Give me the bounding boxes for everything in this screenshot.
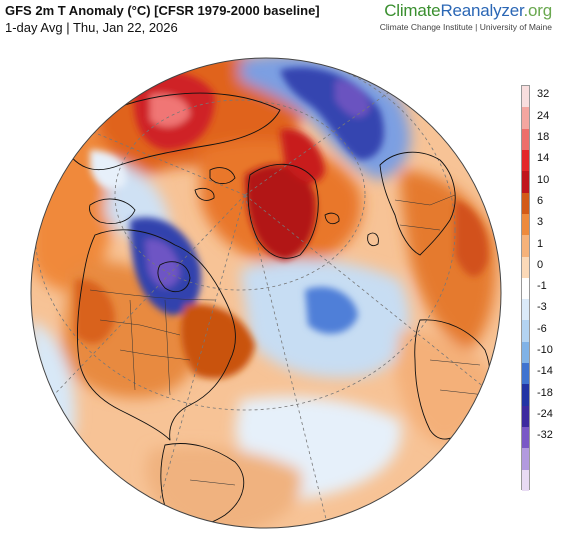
colorbar-segment — [522, 341, 529, 364]
colorbar-segment — [522, 149, 529, 172]
colorbar-tick-label: -18 — [537, 386, 553, 399]
colorbar-tick-label: 10 — [537, 173, 550, 186]
map-title: GFS 2m T Anomaly (°C) [CFSR 1979-2000 ba… — [5, 3, 320, 18]
logo-affiliation: Climate Change Institute | University of… — [379, 22, 552, 32]
colorbar-tick-label: 14 — [537, 152, 550, 165]
logo-tld: .org — [523, 1, 553, 20]
colorbar-tick-label: 24 — [537, 109, 550, 122]
colorbar-segment — [522, 128, 529, 151]
colorbar-tick-label: 18 — [537, 130, 550, 143]
colorbar-segment — [522, 107, 529, 130]
logo-word-reanalyzer: Reanalyzer — [440, 1, 524, 20]
colorbar-tick-label: 0 — [537, 258, 544, 271]
colorbar-tick-label: 1 — [537, 237, 544, 250]
map-subtitle: 1-day Avg | Thu, Jan 22, 2026 — [5, 20, 178, 35]
colorbar-tick-label: -1 — [537, 280, 547, 293]
colorbar-segment — [522, 277, 529, 300]
site-logo[interactable]: ClimateReanalyzer.org — [384, 1, 552, 21]
colorbar-segment — [522, 192, 529, 215]
colorbar-segment — [522, 235, 529, 258]
colorbar-segment — [522, 256, 529, 279]
colorbar-segment — [522, 469, 529, 492]
colorbar-segment — [522, 320, 529, 343]
colorbar-tick-label: -10 — [537, 344, 553, 357]
colorbar-segment — [522, 213, 529, 236]
colorbar-tick-label: 3 — [537, 216, 544, 229]
colorbar-tick-label: -32 — [537, 429, 553, 442]
globe-outline — [30, 57, 502, 529]
colorbar-segment — [522, 299, 529, 321]
anomaly-core-regions — [75, 67, 489, 379]
colorbar-segment — [522, 427, 529, 449]
colorbar-tick-label: 32 — [537, 88, 550, 101]
temperature-colorbar — [521, 85, 530, 492]
colorbar-tick-label: -6 — [537, 322, 547, 335]
colorbar-segment — [522, 363, 529, 385]
colorbar-tick-label: -24 — [537, 408, 553, 421]
colorbar-tick-label: -3 — [537, 301, 547, 314]
colorbar-segment — [522, 384, 529, 407]
colorbar-segment — [522, 86, 529, 108]
anomaly-field — [31, 58, 501, 528]
colorbar-tick-label: 6 — [537, 194, 544, 207]
colorbar-segment — [522, 171, 529, 194]
colorbar-tick-label: -14 — [537, 365, 553, 378]
colorbar-segment — [522, 448, 529, 471]
logo-word-climate: Climate — [384, 1, 441, 20]
political-borders — [89, 194, 486, 486]
colorbar-segment — [522, 405, 529, 428]
graticule — [31, 58, 501, 528]
